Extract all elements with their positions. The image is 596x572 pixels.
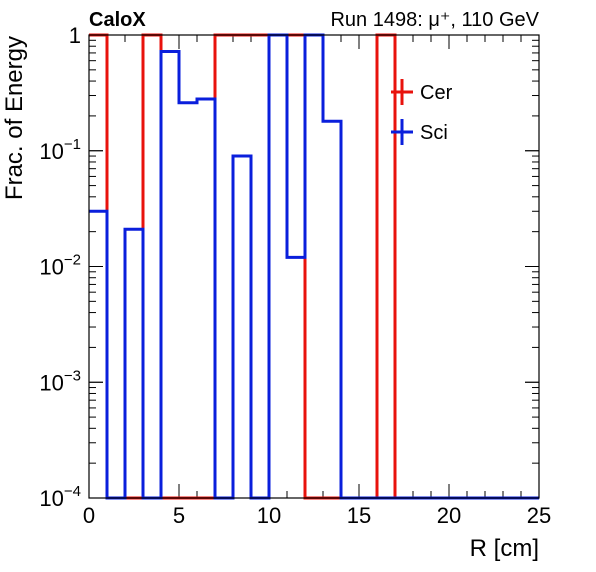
y-tick-label: 10−2 <box>39 252 81 280</box>
experiment-label: CaloX <box>89 9 146 31</box>
tick-labels: 0 5 10 15 20 25 10−4 10−3 10−2 10−1 1 <box>39 23 551 528</box>
plot-frame <box>88 34 540 499</box>
legend-label-sci: Sci <box>420 122 448 144</box>
run-info-label: Run 1498: μ⁺, 110 GeV <box>330 9 539 31</box>
legend-entry-cer: Cer <box>391 79 453 105</box>
x-tick-label: 5 <box>173 503 185 528</box>
series-layer <box>89 33 539 500</box>
y-tick-label: 10−4 <box>39 483 81 511</box>
x-tick-label: 15 <box>347 503 371 528</box>
legend-entry-sci: Sci <box>391 119 448 145</box>
x-tick-label: 10 <box>257 503 281 528</box>
x-axis-title: R [cm] <box>470 535 539 562</box>
x-tick-label: 25 <box>527 503 551 528</box>
legend-label-cer: Cer <box>420 82 453 104</box>
legend: Cer Sci <box>391 79 453 145</box>
x-tick-label: 0 <box>83 503 95 528</box>
axis-ticks <box>88 34 540 499</box>
y-tick-label: 1 <box>69 23 81 48</box>
x-tick-label: 20 <box>437 503 461 528</box>
series-line-sci <box>89 33 539 500</box>
y-tick-label: 10−1 <box>39 136 81 164</box>
y-tick-label: 10−3 <box>39 367 81 395</box>
series-line-cer <box>89 33 539 500</box>
y-axis-title: Frac. of Energy <box>1 36 28 200</box>
